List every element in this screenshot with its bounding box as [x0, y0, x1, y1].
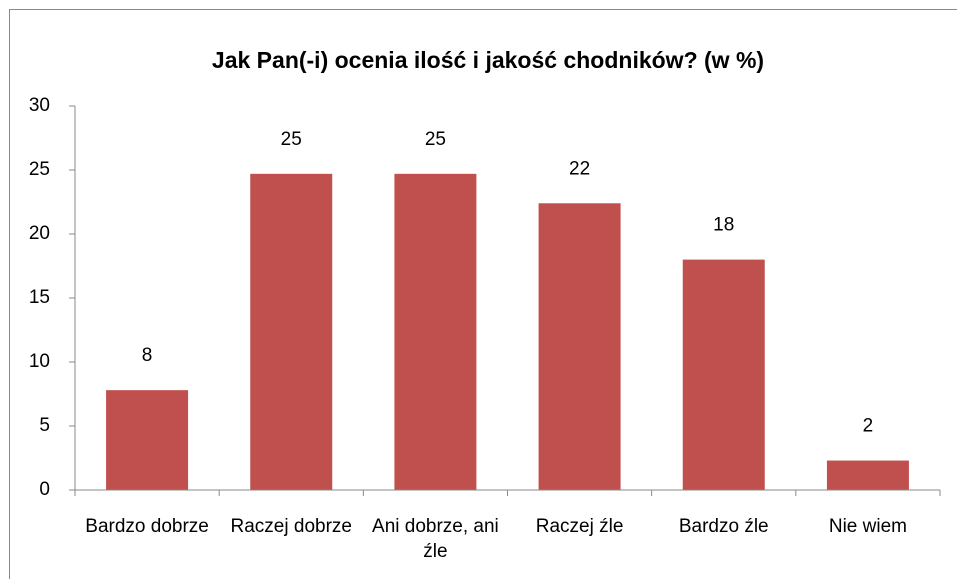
y-tick-label: 0 — [39, 479, 50, 500]
value-label: 25 — [425, 129, 446, 150]
bar — [394, 173, 477, 490]
bar — [106, 390, 189, 490]
bar — [682, 259, 765, 490]
value-label: 22 — [569, 158, 590, 179]
y-tick-label: 5 — [39, 415, 50, 436]
x-tick-label: Bardzo źle — [678, 516, 769, 537]
chart-frame — [9, 9, 957, 579]
value-label: 18 — [713, 215, 734, 236]
y-tick-label: 15 — [29, 287, 50, 308]
y-tick-label: 10 — [29, 351, 50, 372]
value-label: 8 — [142, 345, 153, 366]
x-tick-label: Raczej dobrze — [230, 516, 352, 537]
value-label: 25 — [281, 129, 302, 150]
y-tick-label: 25 — [29, 159, 50, 180]
bar — [826, 460, 909, 490]
x-tick-label: Ani dobrze, ani źle — [372, 516, 499, 562]
x-tick-label: Raczej źle — [535, 516, 624, 537]
bar — [538, 203, 621, 490]
y-tick-label: 20 — [29, 223, 50, 244]
bar — [250, 173, 333, 490]
y-tick-label: 30 — [29, 95, 50, 116]
x-tick-label: Nie wiem — [828, 516, 907, 537]
x-tick-label: Bardzo dobrze — [85, 516, 209, 537]
value-label: 2 — [863, 416, 874, 437]
chart-title: Jak Pan(-i) ocenia ilość i jakość chodni… — [212, 47, 764, 73]
